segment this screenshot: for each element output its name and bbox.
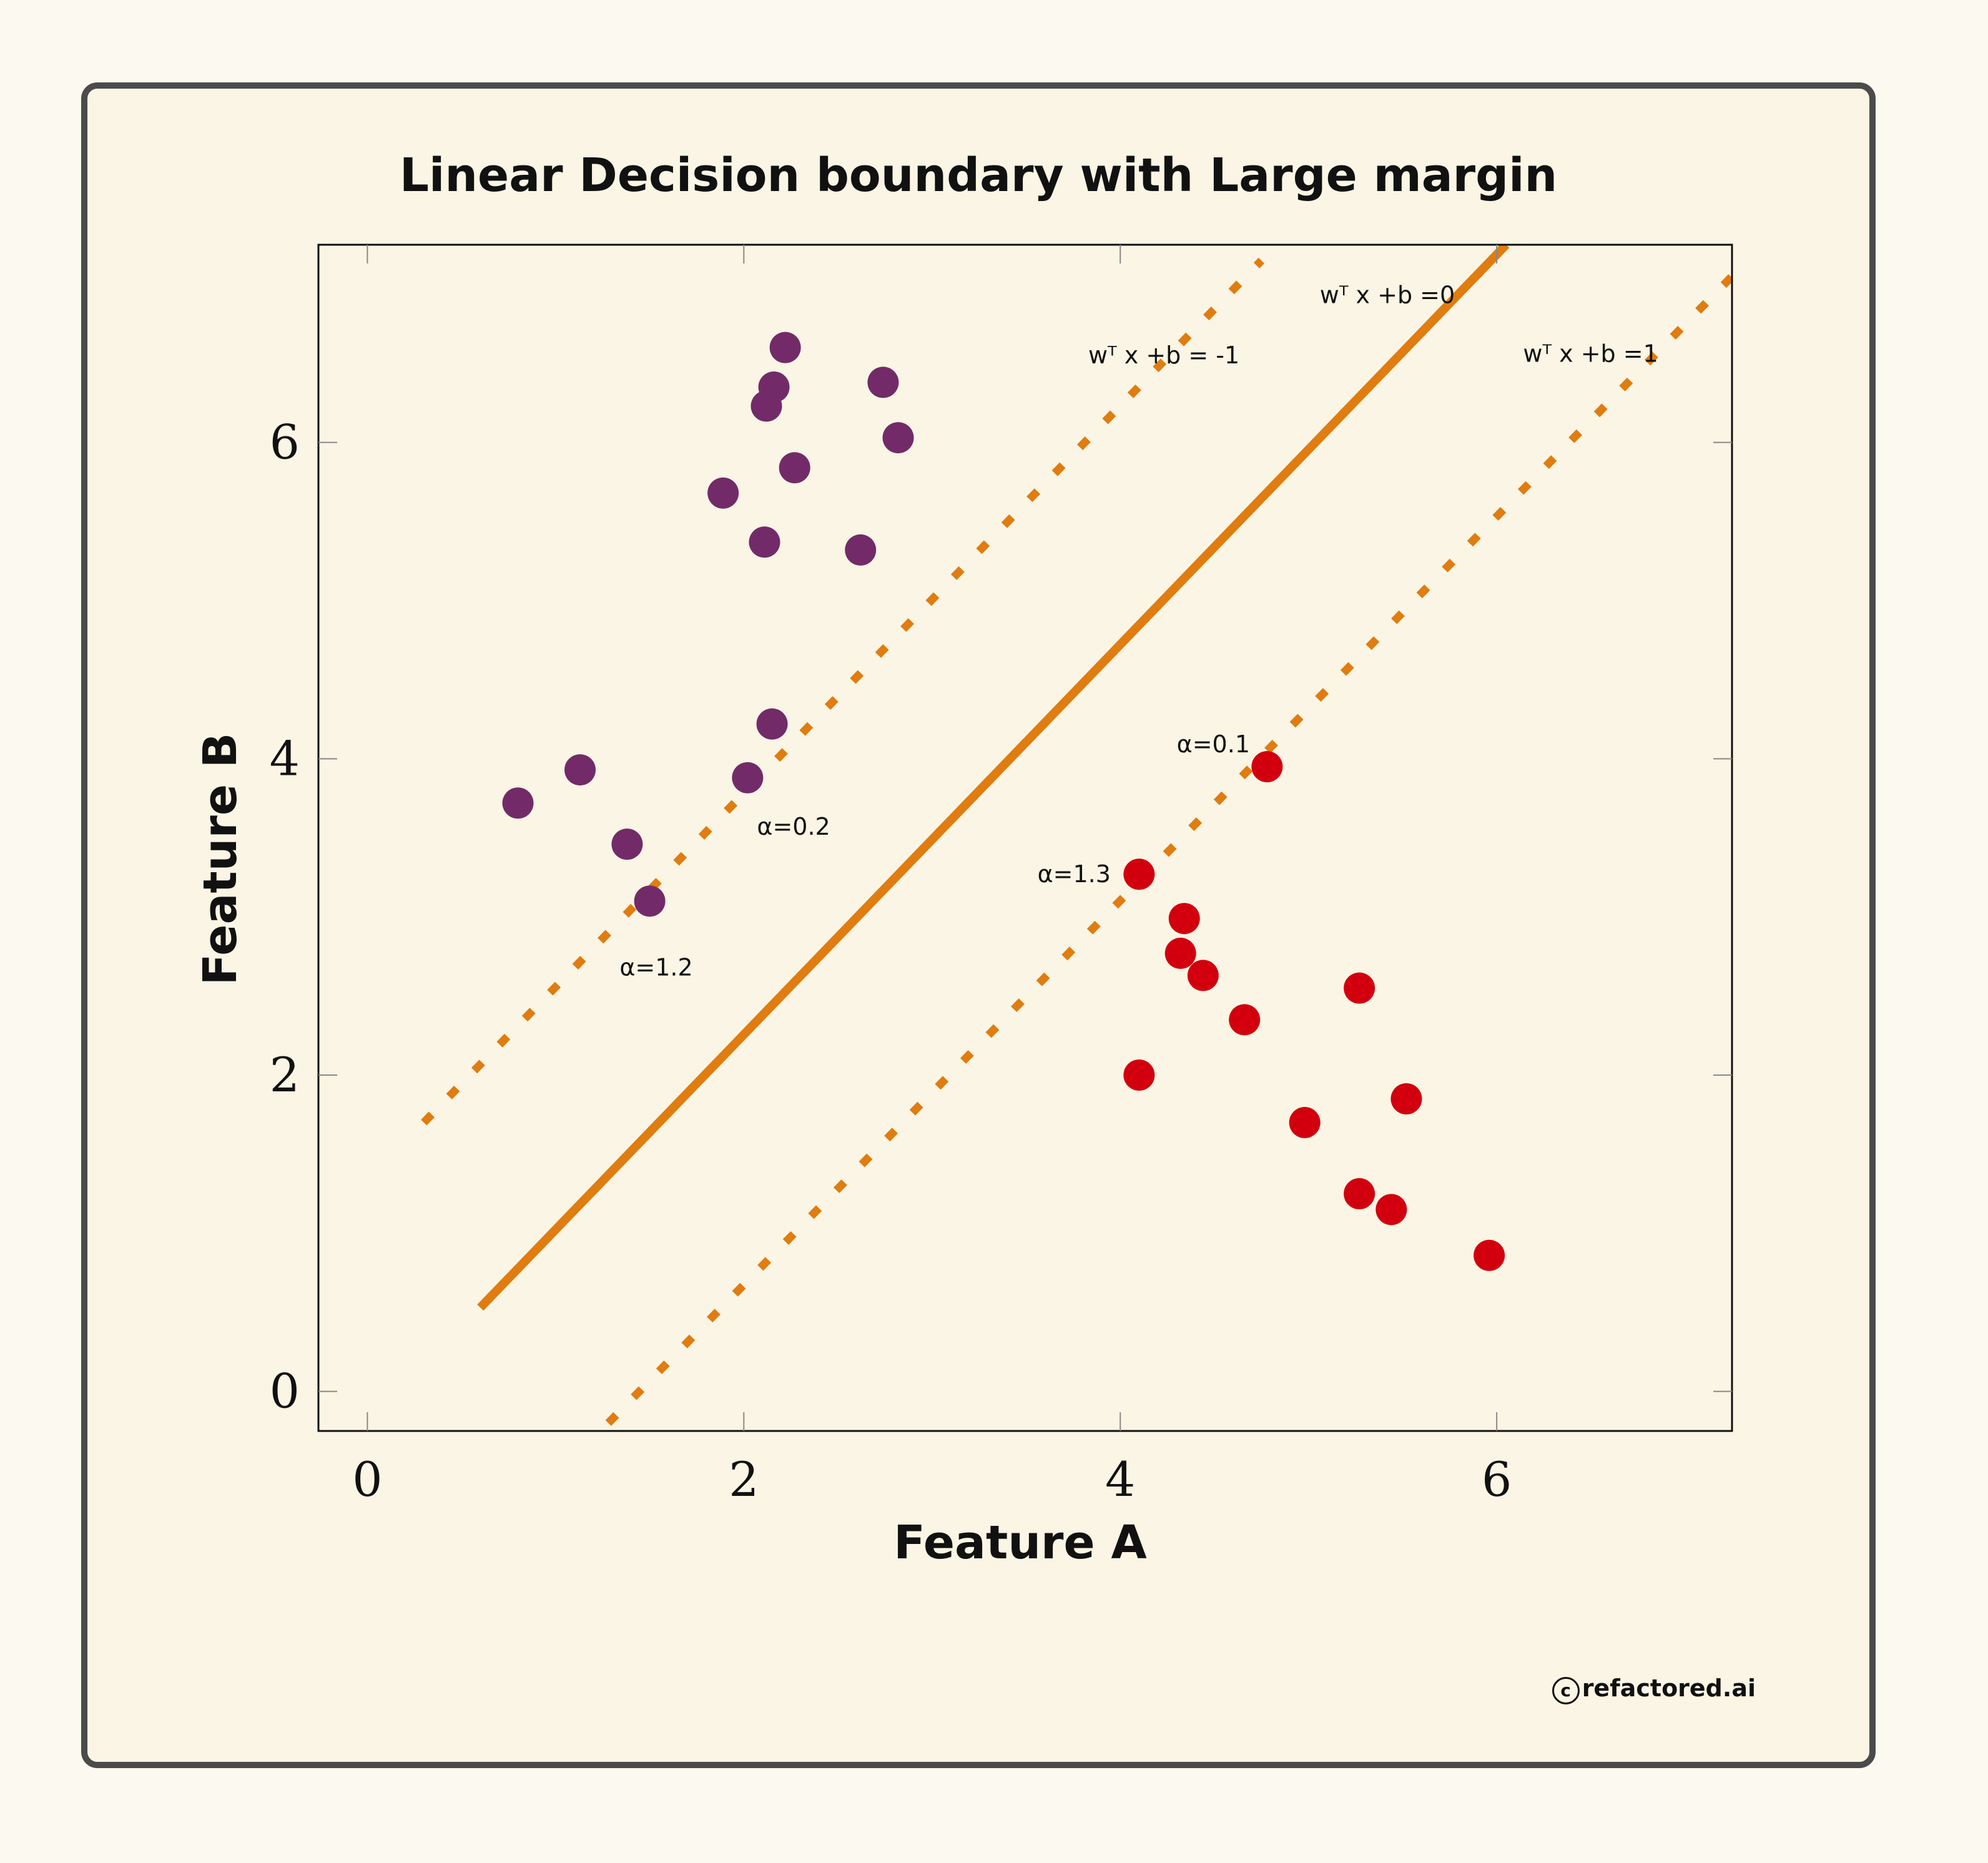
x-axis-label: Feature A bbox=[893, 1516, 1146, 1570]
data-point bbox=[1375, 1194, 1407, 1226]
data-point bbox=[1123, 1059, 1155, 1091]
series-negative-class bbox=[502, 332, 914, 917]
margin-line bbox=[605, 273, 1732, 1426]
decision-boundary-line bbox=[477, 245, 1510, 1311]
data-point bbox=[611, 828, 643, 860]
data-point bbox=[502, 787, 534, 819]
series-positive-class bbox=[1123, 751, 1505, 1271]
data-point bbox=[1251, 751, 1283, 782]
data-point bbox=[1474, 1239, 1505, 1271]
chart-annotation: α=1.2 bbox=[619, 953, 692, 981]
y-tick-label: 4 bbox=[270, 730, 300, 786]
data-point bbox=[634, 885, 666, 917]
chart-annotation: wᵀ x +b =1 bbox=[1523, 340, 1658, 367]
boundary-lines bbox=[421, 245, 1732, 1426]
chart-annotation: α=0.2 bbox=[757, 813, 830, 840]
data-point bbox=[1187, 960, 1219, 991]
data-point bbox=[1164, 937, 1196, 969]
copyright-notice: c refactored.ai bbox=[1552, 1674, 1756, 1704]
data-point bbox=[1344, 1178, 1375, 1209]
data-point bbox=[882, 422, 914, 454]
copyright-icon: c bbox=[1552, 1677, 1580, 1704]
chart-title: Linear Decision boundary with Large marg… bbox=[399, 149, 1558, 202]
data-point bbox=[1390, 1083, 1422, 1114]
data-point bbox=[750, 390, 782, 422]
chart-annotation: wᵀ x +b = -1 bbox=[1088, 342, 1239, 369]
data-point bbox=[1229, 1004, 1261, 1036]
data-point bbox=[707, 477, 739, 509]
data-point bbox=[1344, 972, 1375, 1004]
data-point bbox=[749, 526, 780, 558]
plot-frame bbox=[317, 243, 1733, 1432]
y-tick-label: 2 bbox=[270, 1047, 300, 1103]
data-point bbox=[867, 366, 899, 398]
data-point bbox=[756, 708, 788, 740]
chart-annotation: wᵀ x +b =0 bbox=[1320, 282, 1455, 309]
data-point bbox=[779, 452, 810, 484]
x-tick-label: 6 bbox=[1482, 1452, 1512, 1507]
data-point bbox=[769, 332, 801, 363]
plot-area: 0 2 4 6 0 2 4 6 Feature A Feature B wᵀ x +b =0 wᵀ x… bbox=[194, 243, 1733, 1570]
data-point bbox=[564, 754, 596, 786]
data-point bbox=[732, 762, 764, 794]
margin-line bbox=[421, 257, 1265, 1126]
chart-annotation: α=1.3 bbox=[1038, 860, 1111, 888]
y-tick-label: 0 bbox=[270, 1364, 300, 1419]
chart-card: Linear Decision boundary with Large marg… bbox=[81, 82, 1876, 1768]
data-point bbox=[1168, 903, 1200, 935]
data-point bbox=[1289, 1107, 1321, 1138]
data-point bbox=[845, 534, 877, 566]
chart-annotation: α=0.1 bbox=[1177, 730, 1250, 758]
x-tick-label: 2 bbox=[729, 1452, 759, 1507]
y-tick-label: 6 bbox=[270, 415, 300, 470]
copyright-text: refactored.ai bbox=[1582, 1674, 1756, 1702]
data-point bbox=[1123, 858, 1155, 890]
y-axis-label: Feature B bbox=[194, 733, 247, 986]
x-tick-label: 4 bbox=[1105, 1452, 1135, 1507]
x-tick-label: 0 bbox=[352, 1452, 382, 1507]
